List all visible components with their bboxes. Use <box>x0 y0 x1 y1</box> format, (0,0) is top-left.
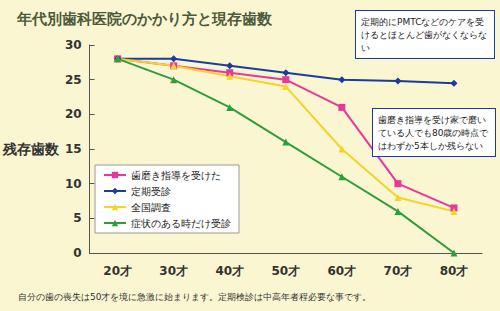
svg-text:歯磨き指導を受け家で磨い: 歯磨き指導を受け家で磨い <box>378 115 486 125</box>
svg-text:はわずか5本しか残らない: はわずか5本しか残らない <box>378 141 483 151</box>
svg-text:80才: 80才 <box>440 264 469 278</box>
svg-text:30: 30 <box>65 38 82 52</box>
svg-text:60才: 60才 <box>328 264 357 278</box>
svg-text:30才: 30才 <box>159 264 188 278</box>
svg-text:年代別歯科医院のかかり方と現存歯数: 年代別歯科医院のかかり方と現存歯数 <box>16 10 273 28</box>
svg-text:症状のある時だけ受診: 症状のある時だけ受診 <box>131 218 231 229</box>
svg-text:い: い <box>361 43 370 53</box>
svg-text:10: 10 <box>65 177 82 191</box>
svg-text:70才: 70才 <box>384 264 413 278</box>
svg-text:定期的にPMTCなどのケアを受: 定期的にPMTCなどのケアを受 <box>361 17 484 27</box>
svg-text:50才: 50才 <box>271 264 300 278</box>
svg-text:20: 20 <box>65 107 82 121</box>
svg-text:残存歯数: 残存歯数 <box>2 141 60 157</box>
svg-text:15: 15 <box>65 142 82 156</box>
svg-text:自分の歯の喪失は50才を境に急激に始まります。定期検診は中高: 自分の歯の喪失は50才を境に急激に始まります。定期検診は中高年者程必要な事です。 <box>18 292 371 302</box>
svg-text:全国調査: 全国調査 <box>131 202 171 213</box>
svg-text:0: 0 <box>73 246 81 260</box>
svg-text:20才: 20才 <box>103 264 132 278</box>
svg-text:ている人でも80歳の時点で: ている人でも80歳の時点で <box>378 128 489 138</box>
svg-text:40才: 40才 <box>215 264 244 278</box>
svg-text:定期受診: 定期受診 <box>131 186 171 197</box>
svg-text:けるとほとんど歯がなくならな: けるとほとんど歯がなくならな <box>361 30 487 40</box>
svg-text:歯磨き指導を受けた: 歯磨き指導を受けた <box>131 170 221 181</box>
svg-text:5: 5 <box>73 211 81 225</box>
svg-text:25: 25 <box>65 73 82 87</box>
